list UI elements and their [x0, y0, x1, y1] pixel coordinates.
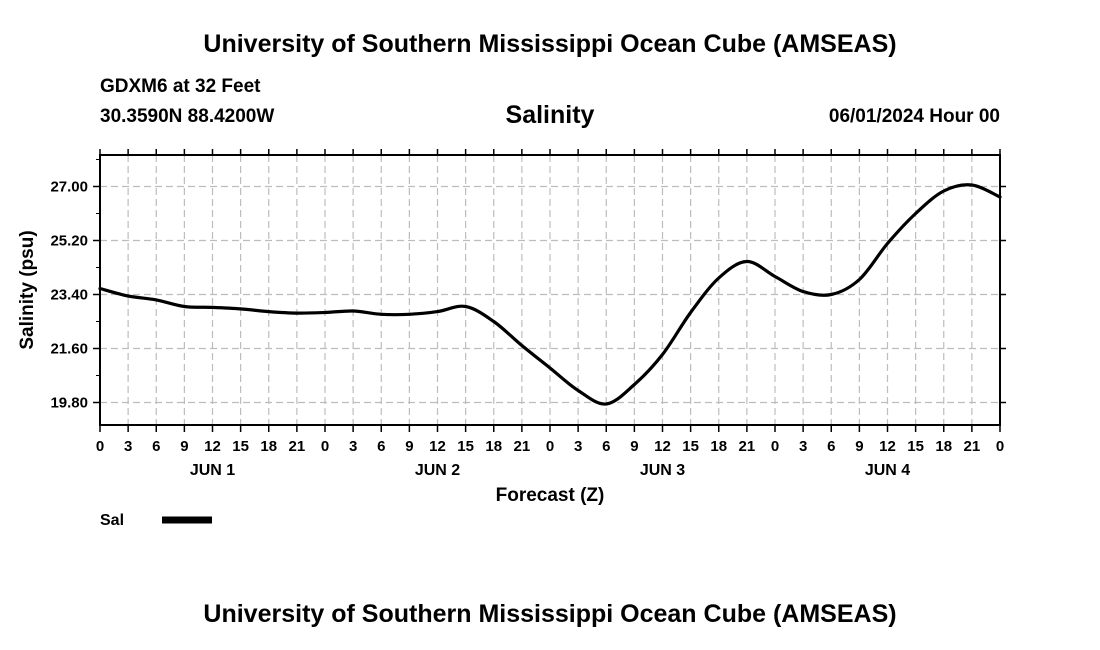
x-tick-label: 3: [349, 438, 357, 455]
x-tick-label: 0: [96, 438, 104, 455]
y-tick-label: 19.80: [50, 395, 88, 412]
x-tick-label: 6: [377, 438, 385, 455]
x-day-label: JUN 1: [190, 462, 235, 479]
x-tick-label: 15: [232, 438, 249, 455]
x-tick-label: 18: [935, 438, 952, 455]
x-tick-label: 21: [514, 438, 531, 455]
legend-label: Sal: [100, 512, 124, 529]
x-tick-label: 6: [827, 438, 835, 455]
x-tick-label: 3: [124, 438, 132, 455]
x-tick-label: 21: [964, 438, 981, 455]
x-axis-label: Forecast (Z): [496, 485, 605, 506]
x-tick-label: 0: [321, 438, 329, 455]
grid-lines: [100, 155, 1000, 425]
x-tick-label: 9: [855, 438, 863, 455]
x-tick-label: 9: [405, 438, 413, 455]
x-tick-label: 21: [739, 438, 756, 455]
y-tick-label: 21.60: [50, 341, 88, 358]
x-tick-label: 9: [630, 438, 638, 455]
y-tick-label: 23.40: [50, 287, 88, 304]
x-tick-label: 21: [289, 438, 306, 455]
x-tick-label: 0: [996, 438, 1004, 455]
x-tick-label: 0: [546, 438, 554, 455]
x-day-label: JUN 2: [415, 462, 460, 479]
x-day-label: JUN 3: [640, 462, 685, 479]
x-tick-label: 15: [907, 438, 924, 455]
x-tick-label: 3: [799, 438, 807, 455]
x-tick-label: 12: [879, 438, 896, 455]
chart-title-bottom: University of Southern Mississippi Ocean…: [0, 600, 1100, 629]
y-tick-label: 27.00: [50, 179, 88, 196]
x-tick-label: 15: [682, 438, 699, 455]
y-axis-ticks: 27.00 25.20 23.40 21.60 19.80: [50, 160, 1006, 412]
x-tick-label: 12: [429, 438, 446, 455]
x-tick-label: 6: [602, 438, 610, 455]
salinity-chart: 0 3 6 9 12 15 18 21 0 3 6 9 12 15 18 21 0 3 6 9 12 15 18 21 0 3 6 9…: [0, 0, 1100, 650]
x-tick-label: 9: [180, 438, 188, 455]
x-day-label: JUN 4: [865, 462, 910, 479]
x-tick-label: 6: [152, 438, 160, 455]
x-tick-label: 12: [204, 438, 221, 455]
x-tick-label: 12: [654, 438, 671, 455]
x-tick-label: 3: [574, 438, 582, 455]
x-tick-label: 18: [485, 438, 502, 455]
x-tick-label: 18: [260, 438, 277, 455]
x-tick-label: 18: [710, 438, 727, 455]
y-tick-label: 25.20: [50, 233, 88, 250]
x-tick-label: 0: [771, 438, 779, 455]
y-axis-label: Salinity (psu): [17, 230, 38, 349]
x-tick-label: 15: [457, 438, 474, 455]
